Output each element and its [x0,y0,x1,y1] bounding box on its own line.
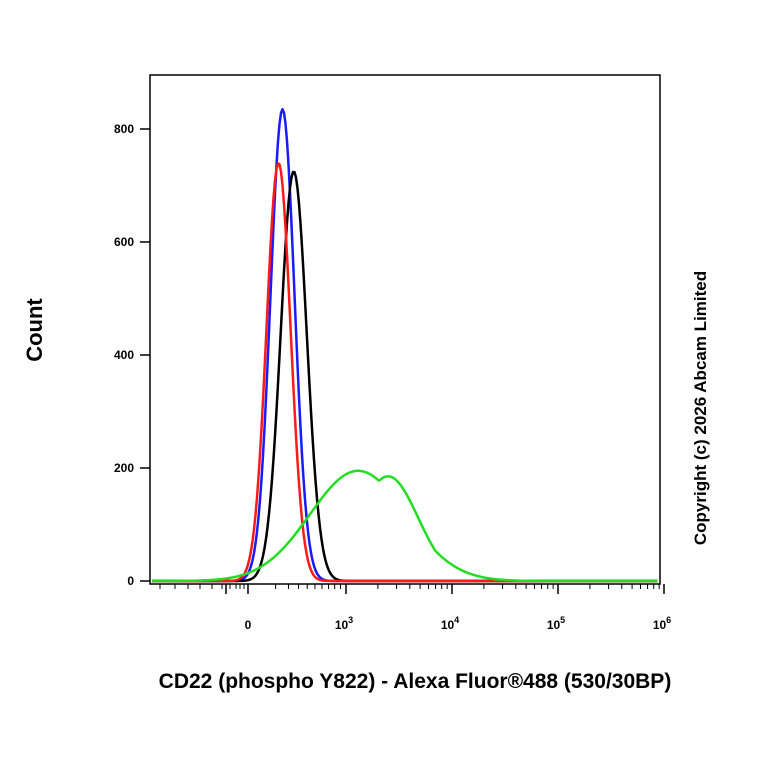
x-axis: 0 103 104 105 106 [245,584,671,632]
y-tick-label: 400 [114,348,134,362]
x-tick-base: 0 [245,618,252,632]
histogram-series-1 [152,170,658,583]
x-tick-base: 10 [441,618,455,632]
x-tick-exponent: 3 [348,615,353,625]
plot-frame [149,74,661,585]
x-tick-label: 0 [245,618,252,632]
x-axis-label: CD22 (phospho Y822) - Alexa Fluor®488 (5… [159,670,672,693]
series-layer [152,107,658,583]
histogram-series-2 [152,162,658,583]
y-tick-label: 800 [114,122,134,136]
copyright-annotation: Copyright (c) 2026 Abcam Limited [691,271,710,545]
y-tick-label: 0 [127,574,134,588]
x-tick-base: 10 [547,618,561,632]
x-tick-label: 103 [335,615,353,632]
x-tick-label: 106 [653,615,671,632]
x-tick-base: 10 [653,618,667,632]
y-tick-label: 200 [114,461,134,475]
y-tick-label: 600 [114,235,134,249]
x-tick-label: 104 [441,615,459,632]
histogram-series-0 [152,107,658,583]
x-tick-base: 10 [335,618,349,632]
histogram-series-3 [152,469,658,583]
x-tick-exponent: 5 [560,615,565,625]
y-axis-label: Count [22,298,47,362]
x-tick-exponent: 4 [454,615,459,625]
x-tick-label: 105 [547,615,565,632]
x-minor-ticks [159,584,660,594]
x-tick-exponent: 6 [666,615,671,625]
y-axis: 0 200 400 600 800 [114,122,150,588]
